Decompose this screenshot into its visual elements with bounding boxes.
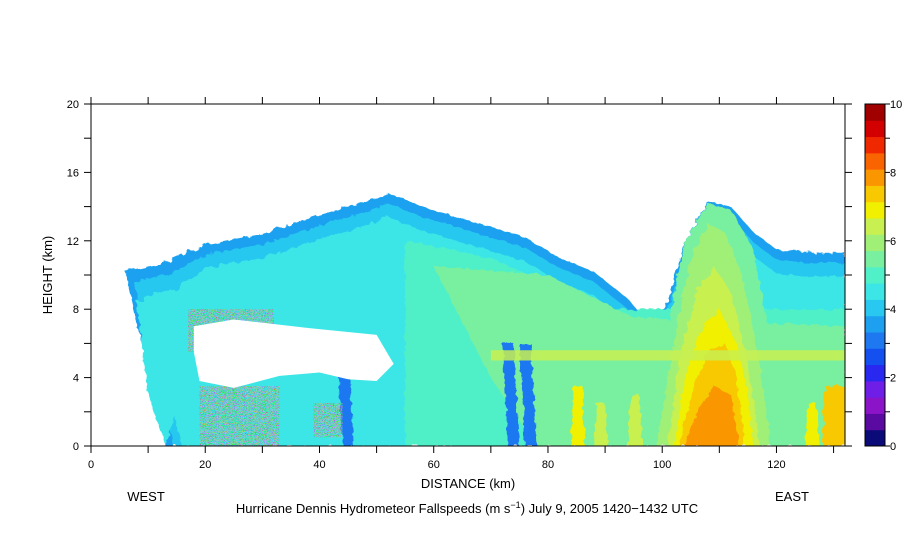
chart-title-main: Hurricane Dennis Hydrometeor Fallspeeds … [236,501,511,516]
colorbar-swatch [865,218,885,235]
y-tick-label: 20 [67,99,79,111]
low-fallspeed-streak [502,343,520,446]
y-tick-label: 12 [67,236,79,248]
convective-tower-level [685,386,740,446]
chart-title-date: ) July 9, 2005 1420−1432 UTC [521,501,698,516]
west-label: WEST [127,489,165,504]
y-tick-label: 16 [67,167,79,179]
colorbar-swatch [865,348,885,366]
east-label: EAST [775,489,809,504]
x-tick-label: 60 [428,459,440,471]
y-axis-label: HEIGHT (km) [40,236,55,314]
colorbar-swatch [865,104,885,121]
colorbar: 0 2 4 6 8 10 [864,99,902,453]
bright-band [490,350,845,361]
colorbar-tick-label: 6 [890,236,896,248]
colorbar-tick-label: 0 [890,441,896,453]
colorbar-swatch [865,120,885,138]
colorbar-swatch [865,152,885,170]
chart-title-superscript: −1 [510,500,520,510]
x-tick-label: 40 [313,459,325,471]
y-tick-label: 4 [73,373,79,385]
noise-speckle [313,403,343,438]
precipitation-streak [593,403,608,446]
y-tick-label: 0 [73,441,79,453]
colorbar-swatch [865,315,885,333]
fallspeed-field [125,192,845,446]
precipitation-streak [627,394,643,446]
colorbar-swatch [865,234,885,252]
x-tick-label: 20 [199,459,211,471]
no-data-void [193,319,394,388]
colorbar-swatch [865,397,885,414]
plot-frame: 0 20 40 60 80 100 120 0 4 8 12 16 20 [67,97,852,471]
x-tick-label: 100 [653,459,671,471]
colorbar-swatch [865,169,885,186]
colorbar-swatch [865,413,885,431]
colorbar-tick-label: 8 [890,167,896,179]
x-tick-label: 120 [767,459,785,471]
x-tick-label: 0 [88,459,94,471]
precipitation-streak [805,403,820,446]
colorbar-swatch [865,299,885,317]
colorbar-tick-label: 10 [890,99,902,111]
colorbar-swatch [865,250,885,268]
colorbar-tick-label: 4 [890,304,896,316]
colorbar-swatch [865,201,885,219]
no-data-gap [616,257,651,301]
colorbar-swatch [865,332,885,349]
precipitation-streak [822,386,845,446]
colorbar-swatch [865,136,885,154]
noise-speckle [199,386,280,446]
precipitation-streak [570,386,586,446]
left-band [136,300,206,446]
low-fallspeed-streak [519,343,537,446]
colorbar-swatch [865,380,885,398]
x-axis-label: DISTANCE (km) [421,476,515,491]
chart-title: Hurricane Dennis Hydrometeor Fallspeeds … [236,500,698,516]
y-tick-label: 8 [73,304,79,316]
colorbar-swatch [865,266,885,284]
colorbar-tick-label: 2 [890,373,896,385]
colorbar-swatch [865,429,885,447]
colorbar-swatch [865,185,885,203]
x-tick-label: 80 [542,459,554,471]
colorbar-swatch [865,364,885,382]
colorbar-swatch [865,283,885,300]
